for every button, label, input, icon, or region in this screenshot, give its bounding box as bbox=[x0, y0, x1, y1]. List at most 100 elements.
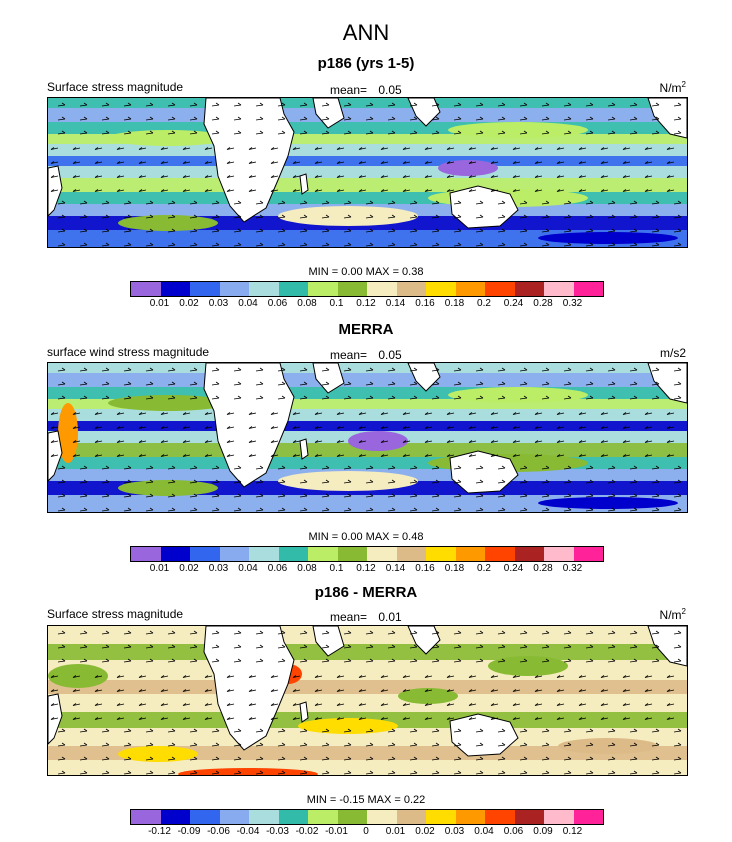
wind-vector bbox=[270, 426, 279, 429]
wind-vector-head bbox=[127, 130, 132, 134]
wind-vector-head bbox=[248, 675, 253, 678]
wind-vector-head bbox=[303, 479, 308, 483]
wind-vector-head bbox=[314, 161, 319, 164]
wind-vector-head bbox=[633, 395, 638, 399]
wind-vector bbox=[160, 147, 169, 150]
wind-vector-head bbox=[281, 728, 286, 732]
wind-vector bbox=[145, 646, 154, 649]
wind-vector bbox=[453, 369, 462, 372]
wind-vector bbox=[189, 383, 198, 386]
wind-vector-head bbox=[413, 465, 418, 469]
wind-vector bbox=[189, 744, 198, 747]
wind-vector-head bbox=[567, 742, 572, 746]
wind-vector-head bbox=[50, 412, 55, 415]
wind-vector-head bbox=[303, 658, 308, 662]
wind-vector-head bbox=[534, 147, 539, 150]
wind-vector bbox=[336, 189, 345, 192]
wind-vector-head bbox=[402, 703, 407, 706]
wind-vector bbox=[314, 161, 323, 164]
wind-vector-head bbox=[391, 756, 396, 760]
wind-vector-head bbox=[468, 175, 473, 178]
wind-vector-head bbox=[193, 395, 198, 399]
wind-vector-head bbox=[490, 412, 495, 415]
wind-vector-head bbox=[116, 412, 121, 415]
wind-vector-head bbox=[171, 770, 176, 774]
wind-vector bbox=[365, 660, 374, 663]
wind-vector bbox=[189, 118, 198, 121]
wind-vector-head bbox=[193, 742, 198, 746]
colorbar-swatch-13 bbox=[514, 810, 544, 824]
contour-band-11 bbox=[48, 495, 687, 512]
wind-vector-head bbox=[259, 200, 264, 204]
wind-vector bbox=[629, 397, 638, 400]
wind-vector-head bbox=[512, 717, 517, 720]
wind-vector-head bbox=[611, 644, 616, 648]
wind-vector-head bbox=[314, 147, 319, 150]
wind-vector bbox=[343, 744, 352, 747]
wind-vector-head bbox=[677, 116, 682, 120]
wind-vector bbox=[490, 703, 499, 706]
wind-vector bbox=[446, 717, 455, 720]
wind-vector bbox=[57, 509, 66, 512]
wind-vectors bbox=[50, 102, 682, 247]
wind-vector-head bbox=[347, 242, 352, 246]
wind-vector-head bbox=[567, 395, 572, 399]
wind-vector-head bbox=[138, 426, 143, 429]
wind-vector-head bbox=[457, 395, 462, 399]
wind-vector-head bbox=[358, 189, 363, 192]
wind-vector-head bbox=[534, 161, 539, 164]
wind-vector-head bbox=[127, 395, 132, 399]
wind-vector-head bbox=[116, 426, 121, 429]
wind-vector bbox=[365, 383, 374, 386]
wind-vector-head bbox=[622, 675, 627, 678]
wind-vector bbox=[160, 703, 169, 706]
wind-vector bbox=[578, 689, 587, 692]
wind-vector bbox=[123, 772, 132, 775]
wind-vector-head bbox=[325, 214, 330, 218]
wind-vector-head bbox=[171, 102, 176, 106]
wind-vector-head bbox=[424, 161, 429, 164]
wind-vector bbox=[600, 454, 609, 457]
wind-vector bbox=[666, 454, 675, 457]
wind-vector-head bbox=[314, 426, 319, 429]
panel-1-mean-value: 0.05 bbox=[378, 83, 402, 97]
wind-vector bbox=[497, 495, 506, 498]
wind-vector bbox=[512, 703, 521, 706]
wind-vector bbox=[321, 758, 330, 761]
wind-vector-head bbox=[677, 367, 682, 371]
wind-vector-head bbox=[424, 454, 429, 457]
contour-region-0 bbox=[108, 130, 228, 146]
wind-vector bbox=[519, 758, 528, 761]
wind-vector bbox=[629, 202, 638, 205]
wind-vector-head bbox=[50, 175, 55, 178]
wind-vector bbox=[446, 426, 455, 429]
wind-vector bbox=[622, 161, 631, 164]
wind-vector-head bbox=[457, 228, 462, 232]
colorbar-tick-label: 0.01 bbox=[385, 826, 406, 837]
wind-vector-head bbox=[138, 440, 143, 443]
wind-vector bbox=[145, 758, 154, 761]
wind-vector bbox=[50, 175, 59, 178]
wind-vector bbox=[123, 646, 132, 649]
wind-vector-head bbox=[589, 465, 594, 469]
wind-vector bbox=[57, 118, 66, 121]
wind-vector-head bbox=[523, 228, 528, 232]
wind-vector bbox=[541, 118, 550, 121]
wind-vector-head bbox=[182, 440, 187, 443]
wind-vector bbox=[519, 216, 528, 219]
wind-vector bbox=[138, 175, 147, 178]
wind-vector bbox=[248, 147, 257, 150]
wind-vector-head bbox=[666, 175, 671, 178]
wind-vector-head bbox=[633, 367, 638, 371]
wind-vector bbox=[666, 675, 675, 678]
wind-vector-head bbox=[479, 465, 484, 469]
wind-vector-head bbox=[391, 644, 396, 648]
wind-vector-head bbox=[413, 479, 418, 483]
colorbar-swatch-3 bbox=[219, 282, 249, 296]
panel-2-colorbar bbox=[130, 546, 604, 562]
wind-vector-head bbox=[545, 507, 550, 511]
wind-vector bbox=[556, 703, 565, 706]
wind-vector-head bbox=[83, 658, 88, 662]
panel-2-map-svg bbox=[48, 363, 687, 512]
wind-vector-head bbox=[369, 116, 374, 120]
